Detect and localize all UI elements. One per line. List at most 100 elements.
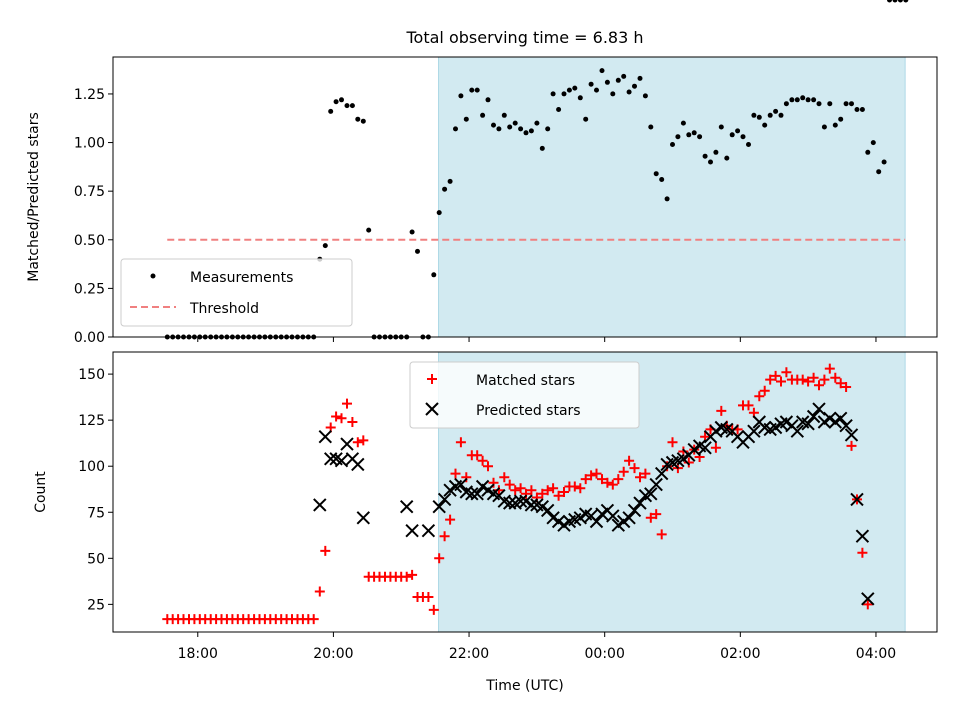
measurement-point	[480, 112, 486, 118]
matched-star-point	[830, 372, 841, 383]
predicted-star-point	[399, 499, 414, 514]
count-y-tick-label: 100	[78, 459, 105, 475]
measurement-point	[528, 128, 534, 134]
count-matched-points	[162, 364, 873, 625]
matched-star-point	[515, 483, 526, 494]
predicted-star-point	[421, 523, 436, 538]
predicted-star-point	[334, 453, 349, 468]
matched-star-point	[445, 514, 456, 525]
legend-measurements-marker	[150, 273, 156, 279]
measurement-point	[724, 155, 730, 161]
matched-star-point	[559, 487, 569, 497]
measurement-point	[339, 97, 344, 103]
predicted-star-point	[698, 441, 712, 455]
ratio-legend-box	[120, 258, 353, 327]
ratio-y-axis-label: Matched/Predicted stars	[26, 112, 42, 282]
predicted-star-point	[644, 487, 658, 501]
measurement-point	[680, 120, 686, 126]
measurement-point	[876, 169, 882, 175]
predicted-star-point	[313, 498, 327, 512]
measurement-point	[523, 130, 529, 136]
measurement-point	[843, 101, 849, 107]
matched-star-point	[645, 512, 656, 523]
matched-star-point	[613, 474, 624, 485]
measurement-point	[539, 145, 545, 151]
predicted-star-point	[502, 496, 517, 510]
matched-star-point	[602, 477, 613, 488]
count-y-tick-label: 25	[87, 597, 105, 613]
measurement-point	[832, 122, 838, 128]
matched-star-point	[683, 457, 694, 468]
measurement-point	[729, 132, 735, 138]
measurement-point	[849, 101, 854, 107]
matched-star-point	[455, 437, 466, 448]
predicted-star-point	[850, 492, 864, 507]
legend-predicted-marker	[425, 402, 439, 416]
measurement-point	[746, 142, 751, 147]
matched-star-point	[407, 569, 418, 580]
matched-star-point	[803, 376, 814, 387]
chart-title: Total observing time = 6.83 h	[405, 28, 643, 47]
predicted-star-point	[524, 498, 539, 512]
matched-star-point	[776, 376, 786, 387]
matched-star-point	[716, 405, 727, 416]
measurement-point	[431, 272, 437, 278]
matched-star-point	[710, 442, 721, 453]
measurement-point	[778, 112, 784, 118]
matched-star-point	[591, 468, 602, 479]
ratio-y-tick-label: 0.50	[74, 233, 105, 249]
matched-star-point	[575, 483, 586, 494]
measurement-point	[637, 75, 643, 81]
matched-star-point	[862, 599, 873, 610]
measurement-point	[360, 118, 366, 124]
matched-star-point	[618, 466, 629, 477]
measurement-point	[887, 0, 892, 3]
measurement-point	[805, 97, 811, 103]
matched-star-point	[434, 553, 445, 564]
matched-star-point	[667, 437, 678, 448]
predicted-star-point	[470, 487, 484, 501]
matched-star-point	[358, 435, 369, 446]
legend-measurements-label: Measurements	[190, 270, 293, 286]
matched-star-point	[472, 450, 483, 461]
measurement-point	[561, 91, 567, 97]
measurement-point	[366, 227, 372, 233]
measurement-point	[436, 210, 442, 216]
predicted-star-point	[833, 411, 848, 426]
matched-star-point	[629, 463, 640, 474]
legend-predicted-label: Predicted stars	[476, 403, 581, 419]
measurement-point	[588, 81, 594, 87]
predicted-star-point	[790, 424, 805, 438]
matched-star-point	[814, 380, 824, 391]
legend-threshold-label: Threshold	[189, 301, 259, 317]
measurement-point	[740, 134, 746, 140]
measurement-point	[518, 126, 524, 132]
measurement-point	[865, 149, 871, 155]
measurement-point	[827, 101, 833, 107]
measurement-point	[594, 87, 599, 93]
count-predicted-points	[313, 403, 875, 606]
predicted-star-point	[432, 499, 446, 514]
matched-star-point	[423, 592, 434, 602]
measurement-point	[881, 159, 887, 165]
predicted-star-point	[589, 514, 604, 529]
measurement-point	[583, 116, 589, 122]
matched-star-point	[759, 385, 770, 396]
count-legend: Matched stars Predicted stars	[409, 361, 640, 429]
matched-star-point	[743, 400, 754, 411]
predicted-star-point	[861, 592, 875, 606]
predicted-star-point	[855, 529, 870, 543]
count-x-tick-label: 04:00	[856, 646, 896, 662]
measurement-point	[626, 89, 632, 95]
ratio-y-tick-label: 1.00	[74, 136, 105, 152]
measurement-point	[686, 132, 692, 138]
measurement-point	[442, 186, 448, 192]
count-x-axis: 18:00 20:00 22:00 00:00 02:00 04:00	[178, 632, 896, 662]
measurement-point	[604, 79, 610, 85]
matched-star-point	[640, 468, 651, 479]
measurement-point	[811, 97, 817, 103]
measurement-point	[491, 122, 496, 128]
matched-star-point	[846, 440, 857, 451]
matched-star-point	[499, 472, 510, 483]
matched-star-point	[835, 378, 846, 389]
